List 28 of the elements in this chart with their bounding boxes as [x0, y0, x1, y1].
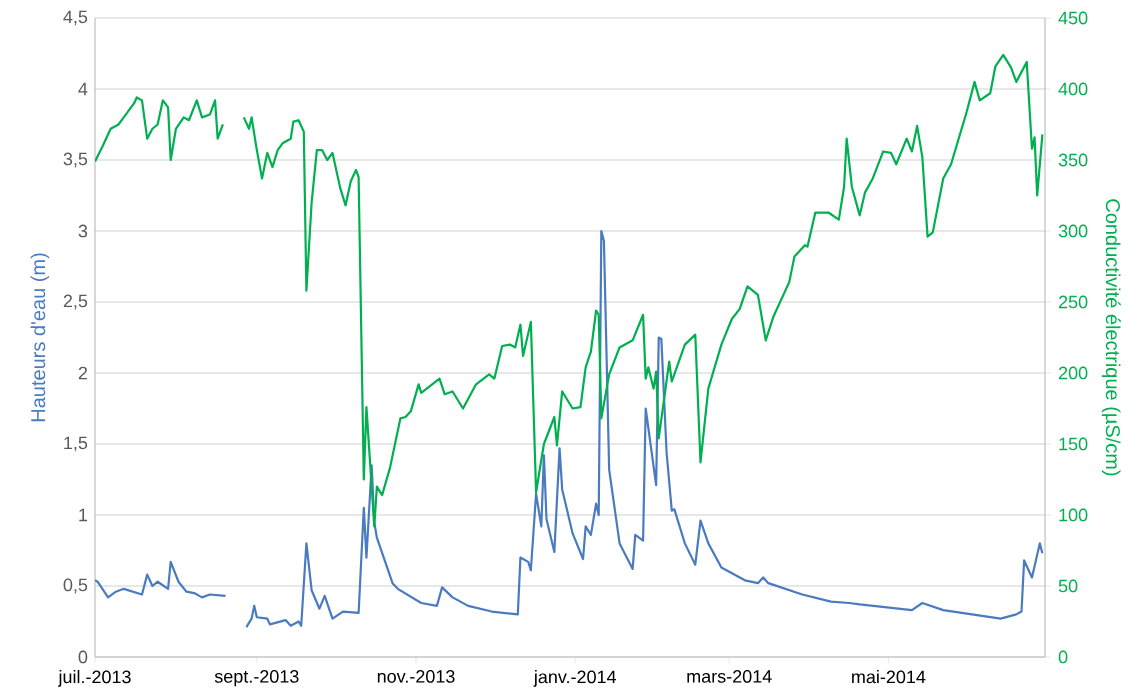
y2-tick-label: 50 — [1058, 579, 1078, 593]
x-tick-label: nov.-2013 — [377, 670, 455, 683]
y-tick-label: 2 — [78, 366, 88, 380]
y-tick-label: 1,5 — [64, 436, 88, 452]
x-tick-label: mars-2014 — [687, 670, 772, 683]
y-tick-label: 0,5 — [63, 578, 88, 594]
x-tick-label: mai-2014 — [852, 670, 926, 684]
y2-tick-label: 200 — [1058, 366, 1088, 380]
y-tick-label: 4 — [78, 82, 88, 96]
x-tick-label: janv.-2014 — [533, 670, 617, 687]
y-tick-label: 0 — [78, 650, 88, 664]
y2-axis-title: Conductivité électrique (µS/cm) — [1101, 199, 1121, 476]
y-tick-label: 1 — [79, 508, 88, 522]
x-tick-label: sept.-2013 — [214, 670, 299, 687]
x-tick-label: juil.-2013 — [58, 670, 131, 687]
y-axis-title: Hauteurs d'eau (m) — [30, 253, 50, 422]
y2-tick-label: 300 — [1058, 224, 1088, 238]
y2-tick-label: 0 — [1058, 650, 1068, 664]
y2-tick-label: 400 — [1058, 82, 1088, 96]
y2-tick-label: 450 — [1058, 11, 1088, 25]
y-tick-label: 3 — [78, 224, 88, 238]
y2-tick-label: 350 — [1058, 153, 1088, 167]
y2-tick-label: 250 — [1058, 295, 1088, 309]
y-tick-label: 2,5 — [63, 294, 88, 310]
y2-tick-label: 100 — [1059, 508, 1088, 522]
y-tick-label: 4,5 — [63, 10, 88, 26]
y2-tick-label: 150 — [1059, 437, 1088, 451]
y-tick-label: 3,5 — [63, 152, 88, 168]
